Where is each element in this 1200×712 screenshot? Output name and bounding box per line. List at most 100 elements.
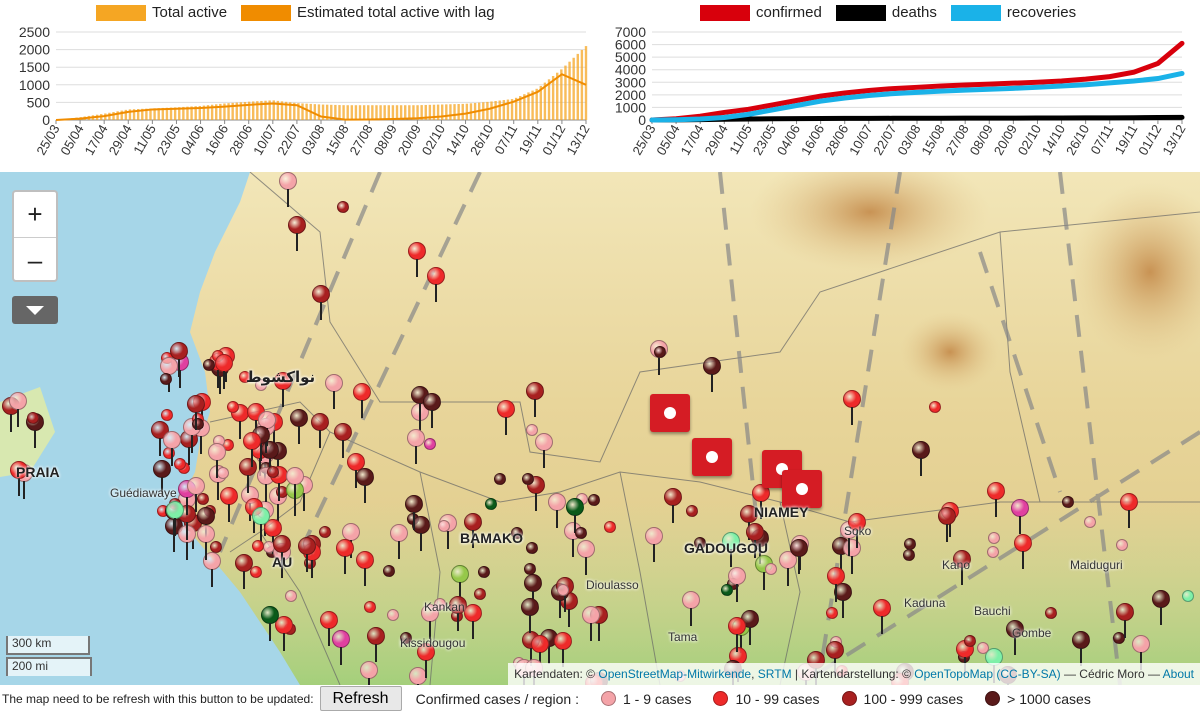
region-marker[interactable] xyxy=(331,629,350,648)
region-marker[interactable] xyxy=(319,526,332,539)
region-marker[interactable] xyxy=(404,494,423,513)
region-marker[interactable] xyxy=(254,378,267,391)
zoom-out-button[interactable]: – xyxy=(14,237,56,282)
legend-confirmed[interactable]: confirmed xyxy=(700,4,822,21)
region-marker[interactable] xyxy=(842,538,861,557)
layers-dropdown-button[interactable] xyxy=(12,296,58,324)
location-pin-icon[interactable] xyxy=(692,438,732,476)
region-marker[interactable] xyxy=(197,492,210,505)
region-marker[interactable] xyxy=(355,467,374,486)
region-marker[interactable] xyxy=(556,583,569,596)
region-marker[interactable] xyxy=(521,597,540,616)
region-marker[interactable] xyxy=(239,371,252,383)
region-marker[interactable] xyxy=(152,460,171,479)
location-pin-icon[interactable] xyxy=(782,470,822,508)
region-marker[interactable] xyxy=(272,535,291,554)
region-marker[interactable] xyxy=(251,507,270,526)
region-marker[interactable] xyxy=(252,540,265,553)
region-marker[interactable] xyxy=(399,632,412,645)
location-pin-icon[interactable] xyxy=(650,394,690,432)
region-marker[interactable] xyxy=(1119,492,1138,511)
zoom-in-button[interactable]: + xyxy=(27,199,43,229)
region-marker[interactable] xyxy=(226,400,239,413)
region-marker[interactable] xyxy=(928,401,941,414)
region-marker[interactable] xyxy=(438,520,451,533)
region-marker[interactable] xyxy=(386,609,399,622)
region-marker[interactable] xyxy=(1083,515,1096,528)
region-marker[interactable] xyxy=(1115,538,1128,551)
region-marker[interactable] xyxy=(160,409,173,422)
region-marker[interactable] xyxy=(694,536,707,549)
region-marker[interactable] xyxy=(284,589,297,602)
region-marker[interactable] xyxy=(250,566,263,579)
region-marker[interactable] xyxy=(297,536,316,555)
region-marker[interactable] xyxy=(364,600,377,613)
region-marker[interactable] xyxy=(434,598,447,611)
attribution-srtm-link[interactable]: SRTM xyxy=(757,667,792,681)
legend-active-lag[interactable]: Estimated total active with lag xyxy=(241,4,495,21)
region-marker[interactable] xyxy=(604,521,617,534)
region-marker[interactable] xyxy=(353,382,372,401)
region-marker[interactable] xyxy=(266,465,279,478)
region-marker[interactable] xyxy=(311,284,330,303)
legend-recoveries[interactable]: recoveries xyxy=(950,4,1076,21)
region-marker[interactable] xyxy=(214,353,233,372)
region-marker[interactable] xyxy=(360,660,379,679)
region-marker[interactable] xyxy=(463,512,482,531)
region-marker[interactable] xyxy=(159,357,178,376)
region-marker[interactable] xyxy=(320,610,339,629)
region-marker[interactable] xyxy=(197,524,216,543)
region-marker[interactable] xyxy=(389,523,408,542)
attribution-license-link[interactable]: (CC-BY-SA) xyxy=(996,667,1061,681)
region-marker[interactable] xyxy=(9,391,27,410)
region-marker[interactable] xyxy=(336,201,349,214)
attribution-about-link[interactable]: About xyxy=(1162,667,1194,681)
region-marker[interactable] xyxy=(581,605,600,624)
region-marker[interactable] xyxy=(494,473,507,486)
attribution-osm-link[interactable]: OpenStreetMap-Mitwirkende xyxy=(598,667,752,681)
region-marker[interactable] xyxy=(286,466,304,485)
region-marker[interactable] xyxy=(174,458,186,471)
region-marker[interactable] xyxy=(765,563,778,576)
region-marker[interactable] xyxy=(424,438,437,451)
region-marker[interactable] xyxy=(721,583,734,596)
region-marker[interactable] xyxy=(963,635,976,648)
region-marker[interactable] xyxy=(1014,533,1033,552)
region-marker[interactable] xyxy=(1151,590,1170,609)
region-marker[interactable] xyxy=(746,522,765,541)
region-marker[interactable] xyxy=(202,358,215,371)
region-marker[interactable] xyxy=(477,565,490,578)
region-marker[interactable] xyxy=(496,400,515,419)
region-marker[interactable] xyxy=(987,531,1000,544)
map-view[interactable]: PRAIA Guédiawaye BAMAKO GADOUGOU NIAMEY … xyxy=(0,172,1200,685)
region-marker[interactable] xyxy=(196,507,215,526)
region-marker[interactable] xyxy=(825,606,838,619)
region-marker[interactable] xyxy=(523,573,542,592)
region-marker[interactable] xyxy=(645,526,664,545)
region-marker[interactable] xyxy=(653,345,666,358)
legend-deaths[interactable]: deaths xyxy=(835,4,937,21)
region-marker[interactable] xyxy=(407,428,426,447)
region-marker[interactable] xyxy=(547,492,566,511)
region-marker[interactable] xyxy=(216,466,229,479)
region-marker[interactable] xyxy=(382,564,395,577)
refresh-button[interactable]: Refresh xyxy=(319,686,402,711)
region-marker[interactable] xyxy=(335,538,354,557)
region-marker[interactable] xyxy=(553,632,572,651)
region-marker[interactable] xyxy=(903,538,916,551)
region-marker[interactable] xyxy=(484,497,497,510)
region-marker[interactable] xyxy=(1061,496,1074,509)
region-marker[interactable] xyxy=(289,409,308,428)
region-marker[interactable] xyxy=(451,564,470,583)
region-marker[interactable] xyxy=(26,412,39,425)
region-marker[interactable] xyxy=(575,527,588,540)
region-marker[interactable] xyxy=(911,440,930,459)
legend-total-active[interactable]: Total active xyxy=(96,4,227,21)
region-marker[interactable] xyxy=(826,567,845,586)
region-marker[interactable] xyxy=(510,526,523,539)
region-marker[interactable] xyxy=(526,541,539,554)
attribution-topo-link[interactable]: OpenTopoMap xyxy=(914,667,994,681)
region-marker[interactable] xyxy=(976,641,989,654)
region-marker[interactable] xyxy=(986,481,1005,500)
region-marker[interactable] xyxy=(682,590,701,609)
